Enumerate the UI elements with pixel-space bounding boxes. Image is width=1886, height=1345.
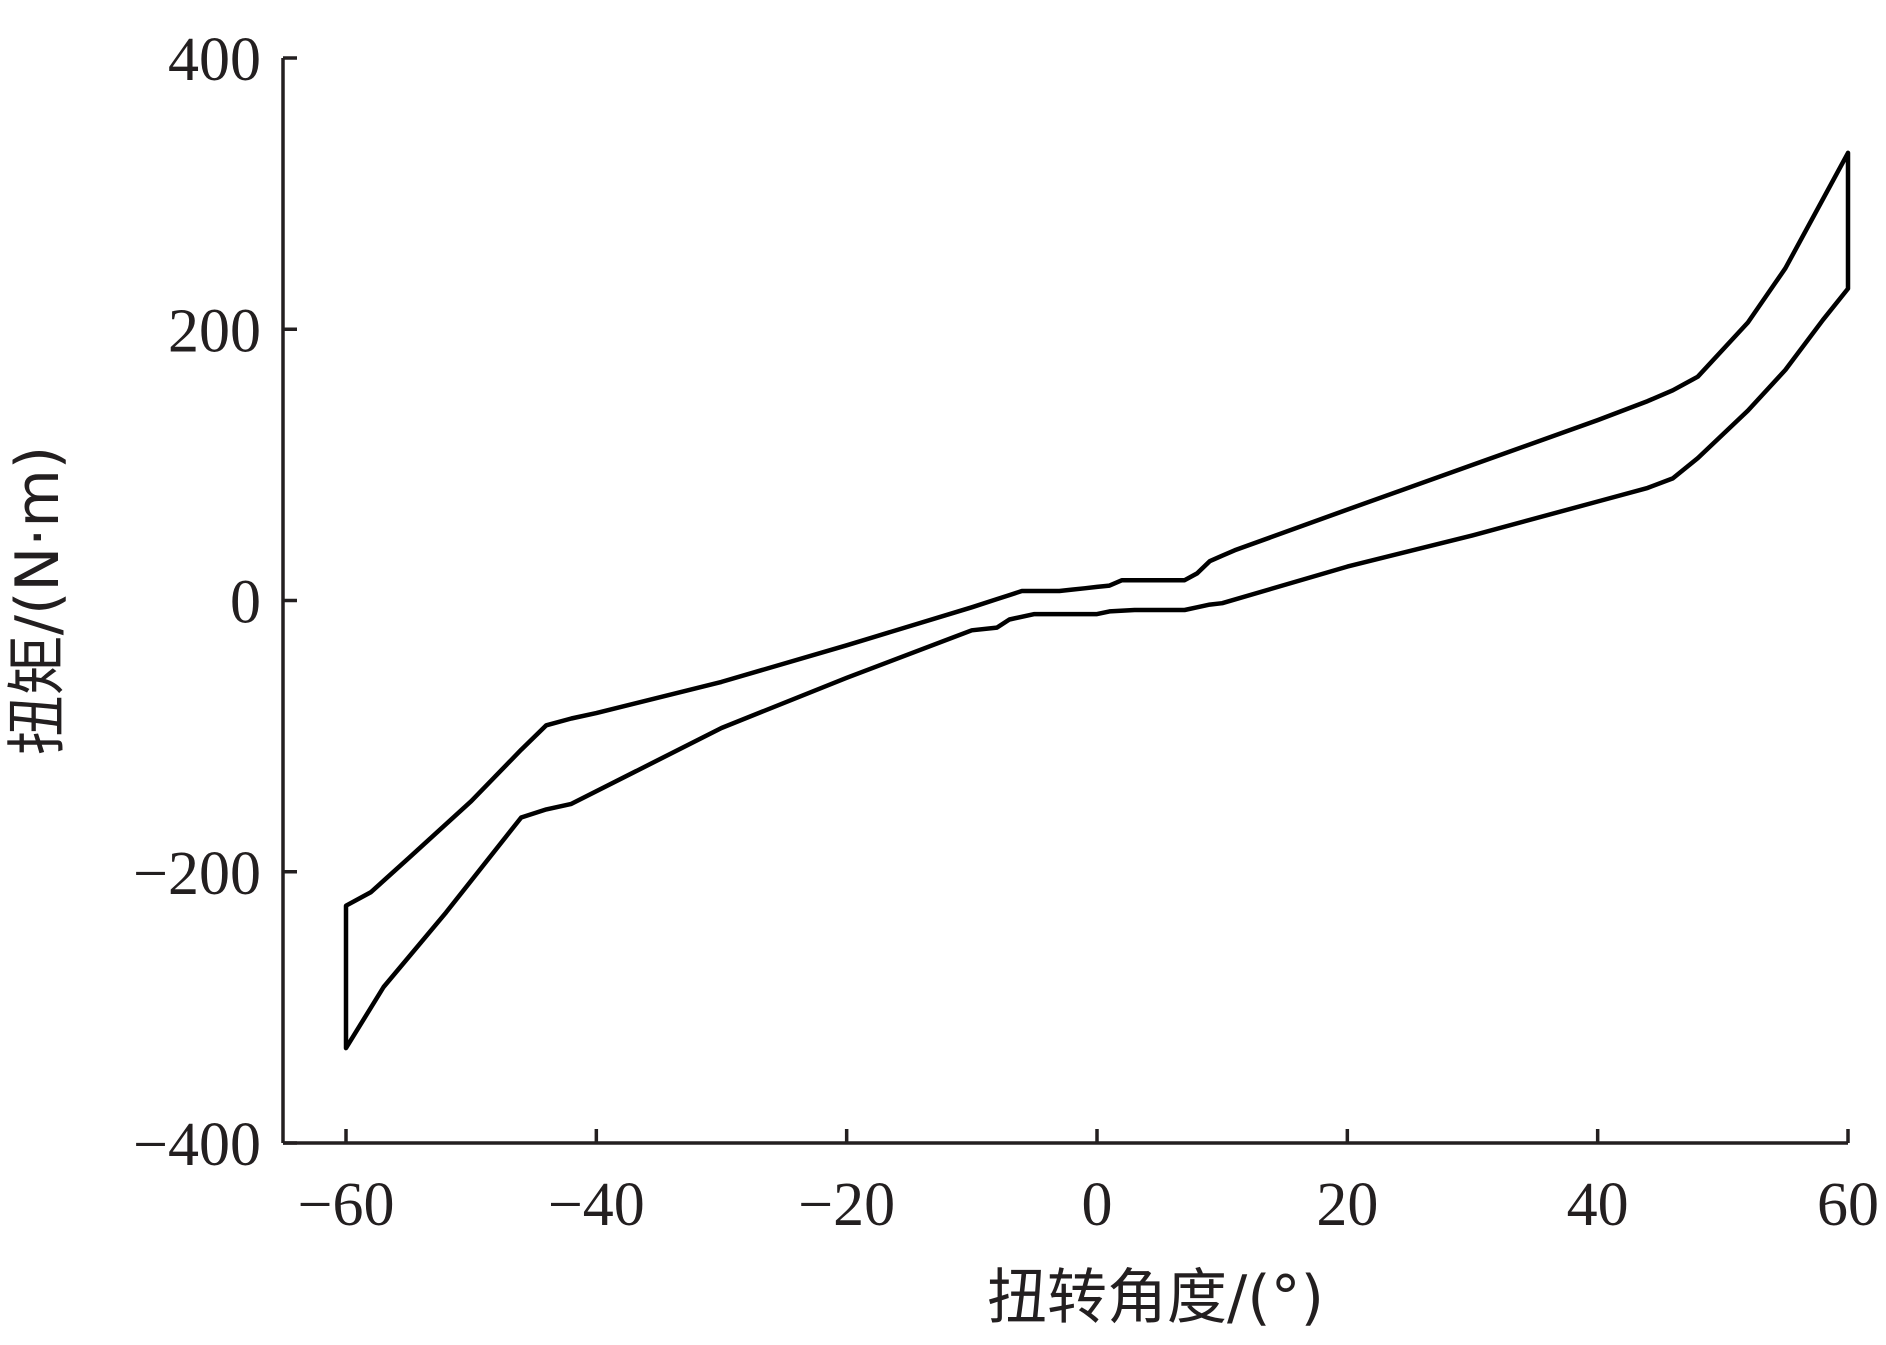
y-tick-label: 0 bbox=[230, 569, 261, 637]
x-tick-label: 0 bbox=[1082, 1171, 1113, 1239]
y-tick-label: 200 bbox=[168, 297, 261, 365]
series-line-0 bbox=[343, 150, 1851, 1051]
x-tick-label: −20 bbox=[798, 1171, 895, 1239]
y-tick-label: −400 bbox=[133, 1111, 261, 1179]
x-tick-label: 40 bbox=[1567, 1171, 1629, 1239]
x-tick-label: −40 bbox=[548, 1171, 645, 1239]
y-tick-label: −200 bbox=[133, 840, 261, 908]
x-tick-label: 60 bbox=[1817, 1171, 1879, 1239]
x-axis-title: 扭转角度/(°) bbox=[987, 1263, 1324, 1333]
x-tick-label: −60 bbox=[298, 1171, 395, 1239]
y-axis-title: 扭矩/(N·m) bbox=[3, 446, 73, 755]
y-tick-label: 400 bbox=[168, 26, 261, 94]
axes bbox=[281, 58, 1848, 1145]
x-tick-label: 20 bbox=[1316, 1171, 1378, 1239]
series-group bbox=[343, 150, 1851, 1051]
